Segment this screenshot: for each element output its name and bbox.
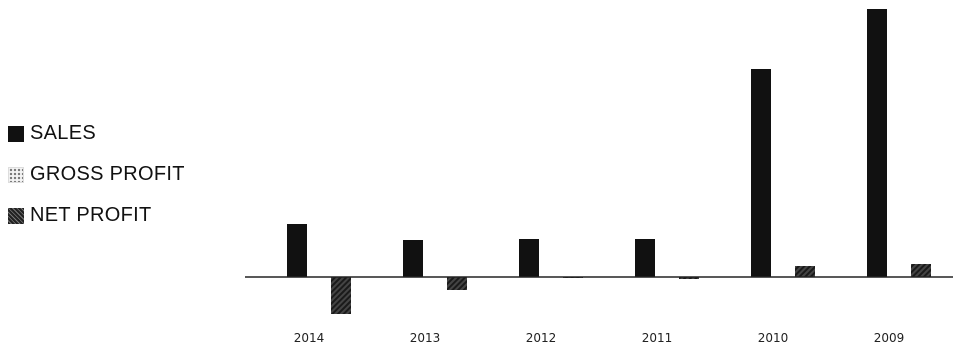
bar-net-profit-2013	[447, 277, 467, 290]
bar-sales-2009	[867, 9, 887, 277]
x-tick-label-2014: 2014	[294, 331, 325, 345]
bars-group	[287, 9, 931, 314]
x-tick-label-2012: 2012	[526, 331, 557, 345]
x-tick-label-2011: 2011	[642, 331, 673, 345]
bar-net-profit-2010	[795, 266, 815, 277]
x-tick-label-2009: 2009	[874, 331, 905, 345]
bar-sales-2013	[403, 240, 423, 277]
bar-net-profit-2009	[911, 264, 931, 277]
x-tick-label-2010: 2010	[758, 331, 789, 345]
bar-sales-2012	[519, 239, 539, 277]
bar-sales-2010	[751, 69, 771, 277]
bar-sales-2011	[635, 239, 655, 277]
bar-net-profit-2014	[331, 277, 351, 314]
x-tick-labels: 2014 2013 2012 2011 2010 2009	[294, 331, 905, 345]
bar-sales-2014	[287, 224, 307, 277]
x-tick-label-2013: 2013	[410, 331, 441, 345]
